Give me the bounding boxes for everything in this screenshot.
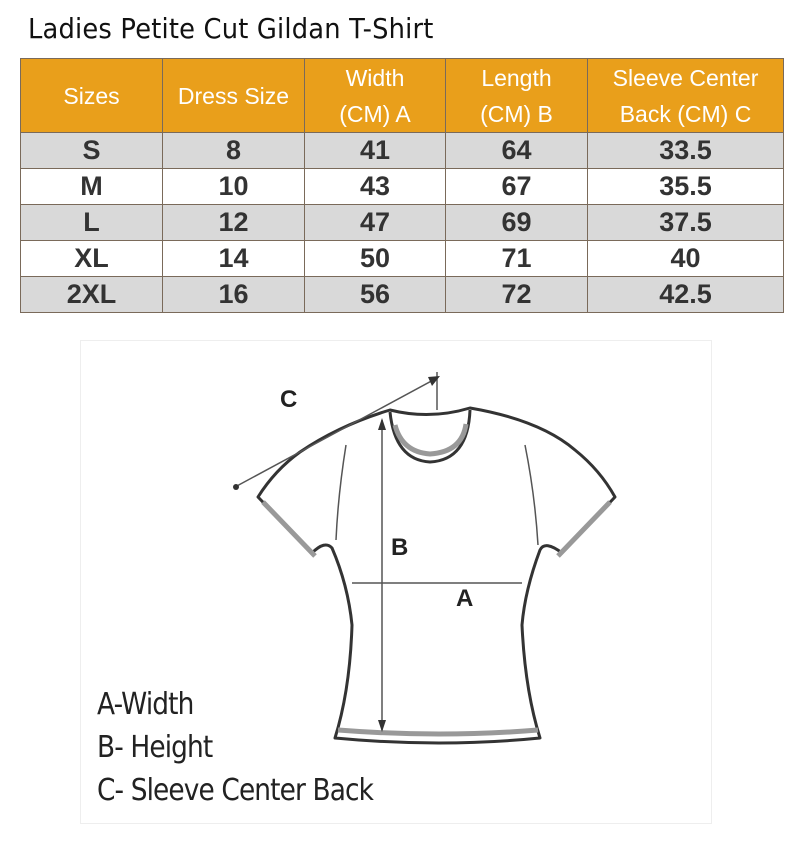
- table-row: XL 14 50 71 40: [20, 240, 784, 277]
- column-header-line: Sleeve Center: [612, 64, 759, 91]
- table-cell: 50: [304, 240, 446, 277]
- table-cell: S: [20, 132, 163, 169]
- table-header-row: Sizes Dress Size Width (CM) A Length (CM) B Sl…: [20, 58, 784, 133]
- sleeve-line-c: [234, 377, 438, 488]
- table-cell: L: [20, 204, 163, 241]
- table-cell: 33.5: [587, 132, 784, 169]
- tshirt-outline: [256, 406, 617, 745]
- table-cell: 8: [162, 132, 305, 169]
- column-header-line: Dress Size: [177, 82, 290, 109]
- table-row: L 12 47 69 37.5: [20, 204, 784, 241]
- size-chart-table: Sizes Dress Size Width (CM) A Length (CM) B Sl…: [20, 58, 784, 313]
- legend-width: A-Width: [97, 687, 194, 722]
- table-row: M 10 43 67 35.5: [20, 168, 784, 205]
- table-row: S 8 41 64 33.5: [20, 132, 784, 169]
- collar: [388, 409, 472, 464]
- table-cell: 43: [304, 168, 446, 205]
- table-cell: 56: [304, 276, 446, 313]
- column-header-line: (CM) B: [480, 100, 553, 127]
- column-header-line: Width: [345, 64, 405, 91]
- table-row: 2XL 16 56 72 42.5: [20, 276, 784, 313]
- table-cell: 14: [162, 240, 305, 277]
- table-cell: XL: [20, 240, 163, 277]
- table-cell: 47: [304, 204, 446, 241]
- table-cell: 37.5: [587, 204, 784, 241]
- legend-height: B- Height: [97, 730, 213, 765]
- label-b: B: [391, 534, 409, 561]
- label-a: A: [456, 585, 474, 612]
- column-header-line: Sizes: [63, 82, 120, 109]
- page-title: Ladies Petite Cut Gildan T-Shirt: [28, 12, 434, 45]
- column-header: Sleeve Center Back (CM) C: [587, 58, 784, 133]
- table-cell: 16: [162, 276, 305, 313]
- column-header-line: (CM) A: [339, 100, 411, 127]
- table-cell: 67: [445, 168, 588, 205]
- legend-sleeve: C- Sleeve Center Back: [97, 773, 374, 808]
- table-cell: 69: [445, 204, 588, 241]
- table-cell: 35.5: [587, 168, 784, 205]
- table-cell: 40: [587, 240, 784, 277]
- table-cell: 72: [445, 276, 588, 313]
- table-cell: M: [20, 168, 163, 205]
- table-cell: 12: [162, 204, 305, 241]
- column-header-line: Length: [481, 64, 552, 91]
- label-c: C: [280, 386, 298, 413]
- table-cell: 2XL: [20, 276, 163, 313]
- column-header: Sizes: [20, 58, 163, 133]
- table-cell: 41: [304, 132, 446, 169]
- table-cell: 64: [445, 132, 588, 169]
- table-cell: 42.5: [587, 276, 784, 313]
- table-cell: 10: [162, 168, 305, 205]
- column-header: Dress Size: [162, 58, 305, 133]
- column-header: Width (CM) A: [304, 58, 446, 133]
- column-header-line: Back (CM) C: [619, 100, 752, 127]
